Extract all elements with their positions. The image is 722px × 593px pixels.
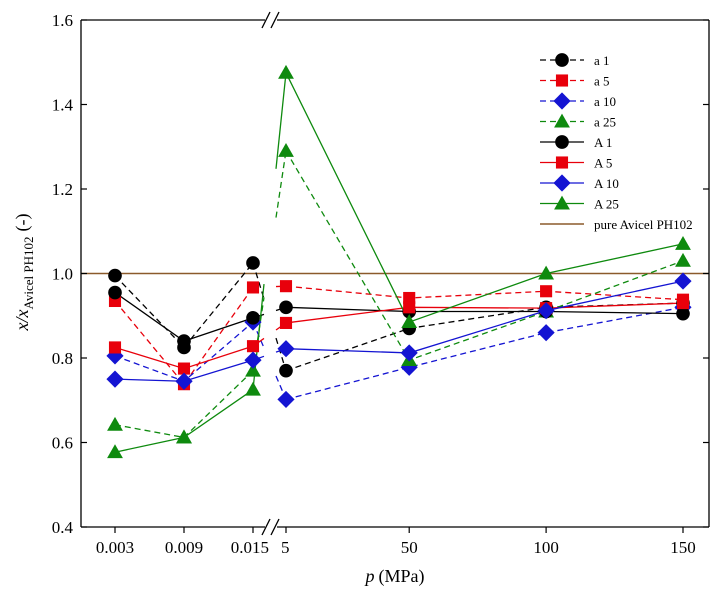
data-point-a-5	[246, 340, 260, 353]
data-point-a-5	[108, 341, 122, 354]
data-point-a-1	[279, 363, 293, 378]
series-line-a-1-left	[114, 262, 254, 349]
data-point-a-1	[676, 306, 690, 321]
data-point-a-1	[108, 285, 122, 300]
legend-marker-a-1	[555, 135, 569, 149]
legend-label-a-5: a 5	[594, 74, 610, 89]
legend-label-a-5: A 5	[594, 156, 612, 171]
legend-label-a-1: a 1	[594, 53, 610, 68]
data-point-a-25	[675, 252, 691, 267]
data-point-a-10	[106, 370, 124, 388]
series-line-a-5-right	[285, 302, 684, 324]
y-tick-label: 1.0	[52, 265, 73, 284]
y-tick-label: 1.6	[52, 11, 73, 30]
data-point-a-25	[278, 64, 294, 79]
data-point-a-25	[245, 381, 261, 396]
series-line-a-1-right	[285, 306, 684, 315]
data-point-a-10	[277, 340, 295, 358]
legend-marker-a-10	[553, 174, 571, 192]
x-axis-title: p (MPa)	[364, 566, 425, 587]
series-line-a-1-right	[285, 302, 684, 372]
series-line-a-10-right	[285, 280, 684, 354]
data-point-a-1	[246, 256, 260, 270]
legend-label-a-25: A 25	[594, 197, 619, 212]
top-axis-break-mark	[261, 11, 271, 29]
x-tick-label: 100	[533, 538, 559, 557]
data-point-a-5	[540, 285, 553, 298]
bottom-axis-break-mark	[270, 518, 280, 536]
legend-marker-a-25	[554, 113, 570, 128]
legend-label-reference: pure Avicel PH102	[594, 217, 693, 232]
series-line-a-25-bridge	[275, 72, 287, 169]
legend-label-a-25: a 25	[594, 115, 616, 130]
y-tick-label: 0.8	[52, 349, 73, 368]
data-point-a-5	[403, 291, 416, 305]
data-point-a-5	[246, 281, 260, 294]
series-line-a-25-right	[285, 72, 684, 323]
x-tick-label: 5	[281, 538, 290, 557]
series-line-a-1-bridge	[275, 337, 287, 371]
legend-label-a-10: a 10	[594, 94, 616, 109]
data-point-a-10	[175, 372, 193, 390]
x-tick-label: 0.015	[231, 538, 269, 557]
series-line-a-5-right	[285, 285, 684, 301]
data-point-a-5	[279, 280, 293, 293]
x-tick-label: 0.003	[96, 538, 134, 557]
data-point-a-1	[246, 311, 260, 325]
x-tick-label: 0.009	[165, 538, 203, 557]
legend-label-a-10: A 10	[594, 176, 619, 191]
data-point-a-25	[278, 143, 294, 157]
y-tick-label: 0.6	[52, 434, 73, 453]
legend-marker-a-25	[554, 195, 570, 210]
legend-label-a-1: A 1	[594, 135, 612, 150]
x-tick-label: 150	[670, 538, 696, 557]
series-line-a-25-right	[285, 150, 684, 361]
top-axis-break-mark	[270, 11, 280, 29]
bottom-axis-break-mark	[261, 518, 271, 536]
data-point-a-5	[676, 297, 690, 310]
legend-marker-a-10	[553, 92, 571, 110]
data-point-a-1	[177, 334, 191, 348]
data-point-a-10	[277, 390, 295, 408]
legend-marker-a-5	[555, 74, 569, 87]
data-point-a-5	[177, 362, 191, 375]
series-line-a-10-right	[285, 306, 684, 401]
data-point-a-1	[279, 300, 293, 315]
data-point-a-25	[675, 236, 691, 250]
y-tick-label: 1.2	[52, 180, 73, 199]
x-tick-label: 50	[401, 538, 418, 557]
series-line-a-25-bridge	[275, 150, 287, 218]
data-point-a-10	[400, 344, 418, 362]
data-point-a-10	[674, 272, 692, 290]
data-point-a-5	[279, 316, 293, 329]
data-point-a-25	[401, 314, 418, 329]
y-tick-label: 0.4	[52, 518, 74, 537]
series-line-a-1-bridge	[252, 262, 265, 300]
y-tick-label: 1.4	[52, 96, 74, 115]
data-point-a-1	[108, 268, 122, 283]
data-point-a-5	[403, 301, 416, 314]
data-point-a-25	[176, 429, 192, 444]
data-point-a-25	[245, 362, 261, 377]
data-point-a-10	[537, 302, 555, 320]
data-point-a-25	[107, 416, 123, 431]
legend: a 1 a 5 a 10 a 25 A 1 A 5 A 10 A 25 pure Avicel …	[540, 53, 693, 232]
data-point-a-10	[244, 351, 262, 369]
y-axis-title: x/xAvicel PH102(-)	[12, 213, 36, 331]
data-point-a-25	[107, 444, 123, 459]
legend-marker-a-1	[555, 53, 569, 67]
data-point-a-25	[538, 265, 555, 280]
legend-marker-a-5	[555, 156, 569, 169]
data-point-a-10	[537, 324, 555, 342]
